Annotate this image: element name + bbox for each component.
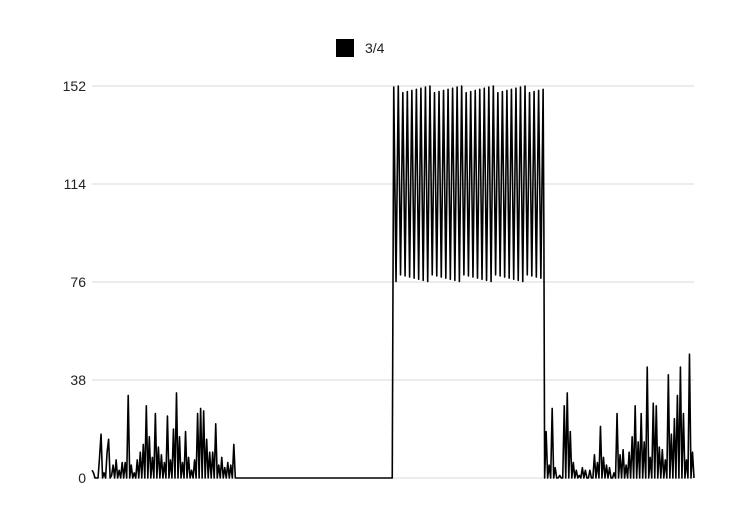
y-tick-label: 152 [63, 78, 87, 94]
y-tick-label: 0 [78, 470, 86, 486]
series-line-3-4 [91, 85, 695, 479]
legend[interactable]: 3/4 [336, 39, 385, 57]
y-tick-label: 38 [70, 372, 86, 388]
y-tick-label: 114 [64, 176, 87, 192]
legend-label[interactable]: 3/4 [365, 40, 385, 56]
y-tick-label: 76 [70, 274, 86, 290]
series-lines [91, 85, 695, 479]
legend-swatch[interactable] [336, 39, 354, 57]
y-tick-labels: 0 38 76 114 152 [63, 78, 87, 486]
